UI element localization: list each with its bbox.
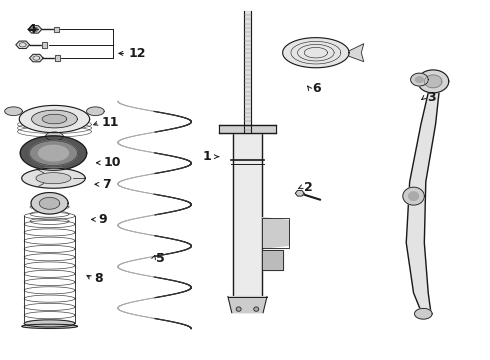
Ellipse shape <box>254 307 259 311</box>
Polygon shape <box>31 110 77 128</box>
Polygon shape <box>28 26 42 33</box>
Polygon shape <box>409 192 418 201</box>
Text: 8: 8 <box>95 272 103 285</box>
Polygon shape <box>39 145 69 161</box>
Polygon shape <box>24 320 75 327</box>
Text: 6: 6 <box>312 82 320 95</box>
Polygon shape <box>417 70 449 93</box>
Polygon shape <box>424 75 442 88</box>
Polygon shape <box>411 73 428 86</box>
Polygon shape <box>262 218 289 248</box>
Bar <box>55 55 60 61</box>
Text: 2: 2 <box>304 181 313 194</box>
Polygon shape <box>20 136 87 170</box>
Polygon shape <box>16 41 29 49</box>
Text: 10: 10 <box>103 156 121 169</box>
Polygon shape <box>283 38 349 68</box>
Polygon shape <box>22 324 77 328</box>
Polygon shape <box>36 173 71 184</box>
Bar <box>42 42 47 48</box>
Text: 9: 9 <box>98 213 107 226</box>
Text: 11: 11 <box>102 116 120 129</box>
Polygon shape <box>406 93 439 311</box>
Ellipse shape <box>236 307 241 311</box>
Polygon shape <box>403 187 424 205</box>
Text: 7: 7 <box>102 178 111 191</box>
Text: 1: 1 <box>203 150 212 163</box>
Text: 12: 12 <box>129 47 146 60</box>
Polygon shape <box>42 114 67 124</box>
Text: 5: 5 <box>156 252 165 265</box>
Text: 4: 4 <box>27 23 36 36</box>
Polygon shape <box>29 54 43 62</box>
Polygon shape <box>349 44 364 62</box>
Bar <box>55 55 60 61</box>
Polygon shape <box>39 197 60 209</box>
Bar <box>54 27 59 32</box>
Polygon shape <box>87 107 104 116</box>
Polygon shape <box>416 77 423 82</box>
Polygon shape <box>5 107 23 116</box>
Polygon shape <box>29 141 77 166</box>
Polygon shape <box>262 250 283 270</box>
Polygon shape <box>22 168 85 188</box>
Bar <box>42 42 47 48</box>
Text: 3: 3 <box>427 91 436 104</box>
Polygon shape <box>415 309 432 319</box>
Polygon shape <box>295 190 304 196</box>
Polygon shape <box>46 132 63 140</box>
Polygon shape <box>228 297 267 313</box>
Bar <box>54 27 59 32</box>
Polygon shape <box>19 105 90 133</box>
Polygon shape <box>31 193 68 214</box>
